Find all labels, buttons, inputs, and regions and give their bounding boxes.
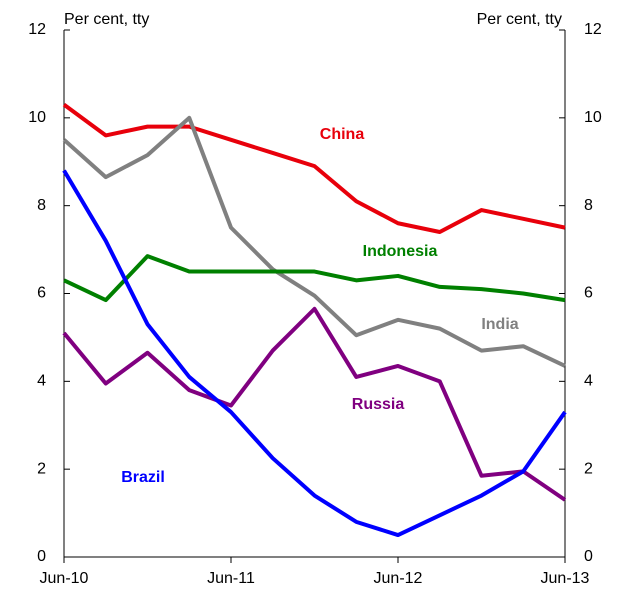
y-tick-label: 10: [28, 109, 46, 126]
series-label: India: [481, 316, 518, 333]
y-tick-label: 6: [37, 285, 46, 302]
series-line: [62, 103, 566, 235]
series-line: [62, 169, 567, 538]
series-label: Indonesia: [363, 243, 438, 260]
x-tick-label: Jun-11: [207, 570, 255, 587]
y-tick-label: 8: [37, 197, 46, 214]
y2-tick-label: 6: [584, 285, 593, 302]
x-tick-label: Jun-13: [541, 570, 590, 587]
series-label: Russia: [352, 396, 405, 413]
series-label: China: [320, 126, 365, 143]
x-tick-label: Jun-10: [40, 570, 89, 587]
y-axis-label: Per cent, tty: [64, 11, 149, 28]
series-line: [62, 306, 567, 502]
y-tick-label: 4: [37, 373, 46, 390]
series-line: [62, 115, 566, 368]
y2-tick-label: 8: [584, 197, 593, 214]
y2-tick-label: 10: [584, 109, 602, 126]
y-tick-label: 2: [37, 460, 46, 477]
x-tick-label: Jun-12: [374, 570, 423, 587]
series-label: Brazil: [121, 469, 165, 486]
y2-tick-label: 4: [584, 373, 593, 390]
y-tick-label: 12: [28, 21, 46, 38]
y2-tick-label: 12: [584, 21, 602, 38]
y-tick-label: 0: [37, 548, 46, 565]
y2-tick-label: 2: [584, 460, 593, 477]
y2-tick-label: 0: [584, 548, 593, 565]
y2-axis-label: Per cent, tty: [477, 11, 562, 28]
series-line: [63, 254, 566, 303]
